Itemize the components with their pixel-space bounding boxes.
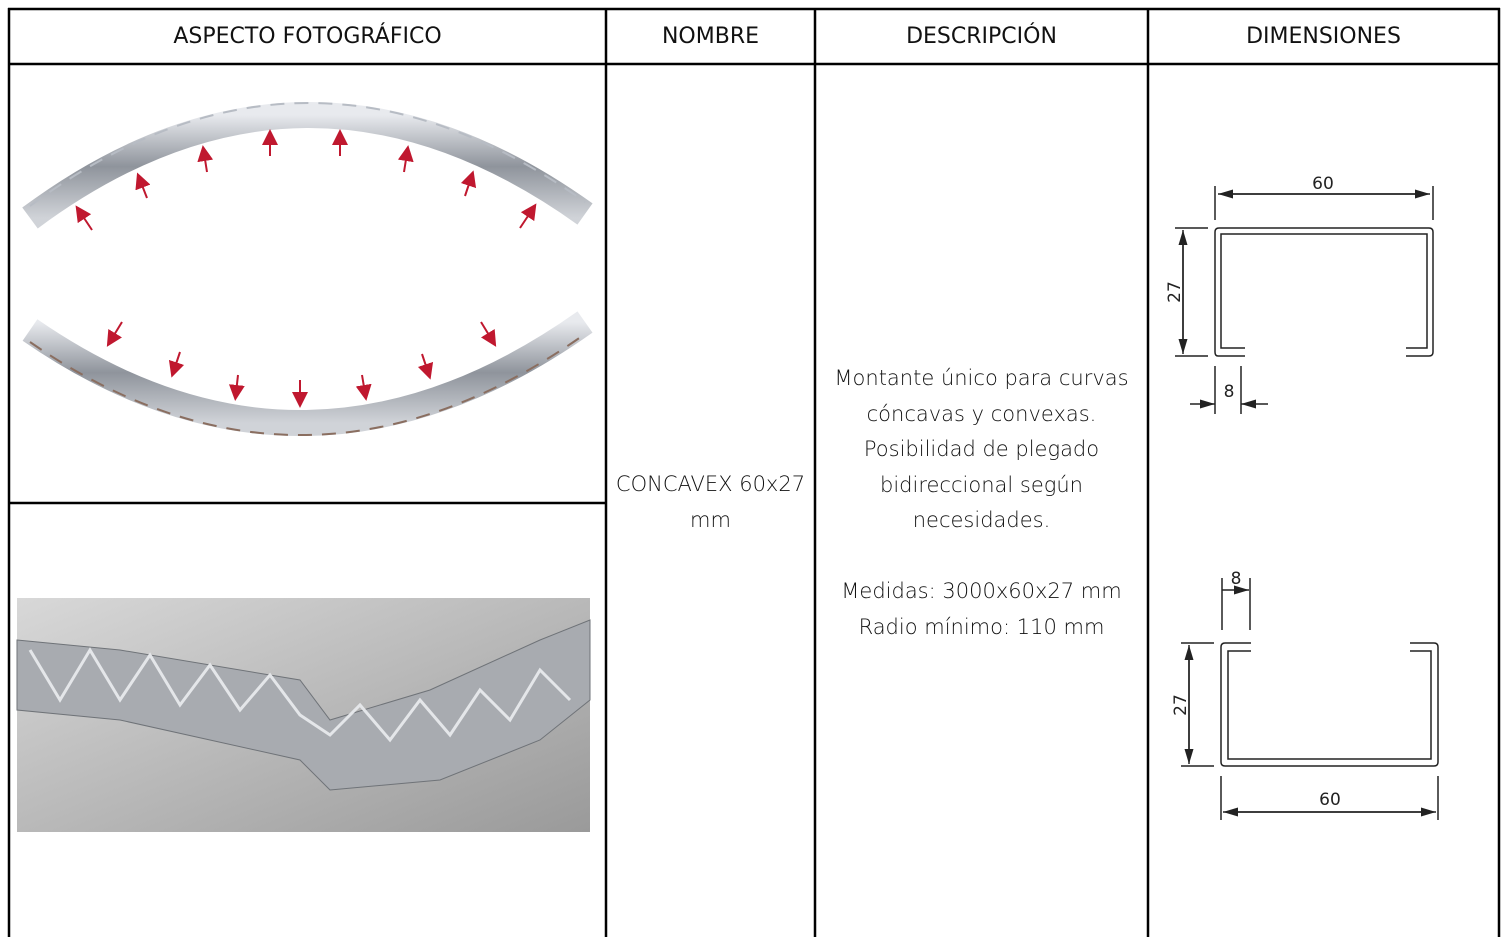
description-line: bidireccional según — [880, 472, 1083, 497]
description-line: Posibilidad de plegado — [863, 437, 1100, 461]
dim-height: 27 — [1171, 694, 1191, 716]
dim-height: 27 — [1165, 281, 1185, 303]
description-line: necesidades. — [912, 508, 1051, 532]
arrows — [75, 129, 537, 408]
dim-width: 60 — [1319, 790, 1341, 810]
concave-profile — [22, 311, 593, 436]
description: Montante único para curvas cóncavas y con… — [815, 361, 1148, 645]
dim-lip: 8 — [1231, 569, 1242, 589]
product-name: CONCAVEX 60x27 mm — [615, 472, 806, 532]
section-drawing-bottom — [1181, 578, 1439, 820]
dim-width: 60 — [1312, 174, 1334, 194]
description-line: Radio mínimo: 110 mm — [858, 614, 1105, 639]
table-grid — [7, 7, 1501, 937]
header-cell: DIMENSIONES — [1246, 24, 1401, 49]
section-drawing-top — [1175, 186, 1434, 414]
product-photo — [16, 598, 591, 832]
convex-profile — [22, 102, 593, 229]
description-line: Medidas: 3000x60x27 mm — [841, 579, 1122, 603]
header-cell: DESCRIPCIÓN — [906, 24, 1057, 49]
header-cell: ASPECTO FOTOGRÁFICO — [173, 24, 442, 49]
dim-lip: 8 — [1224, 382, 1235, 402]
description-line: cóncavas y convexas. — [866, 401, 1097, 426]
header-cell: NOMBRE — [661, 24, 760, 49]
description-line: Montante único para curvas — [834, 366, 1129, 390]
